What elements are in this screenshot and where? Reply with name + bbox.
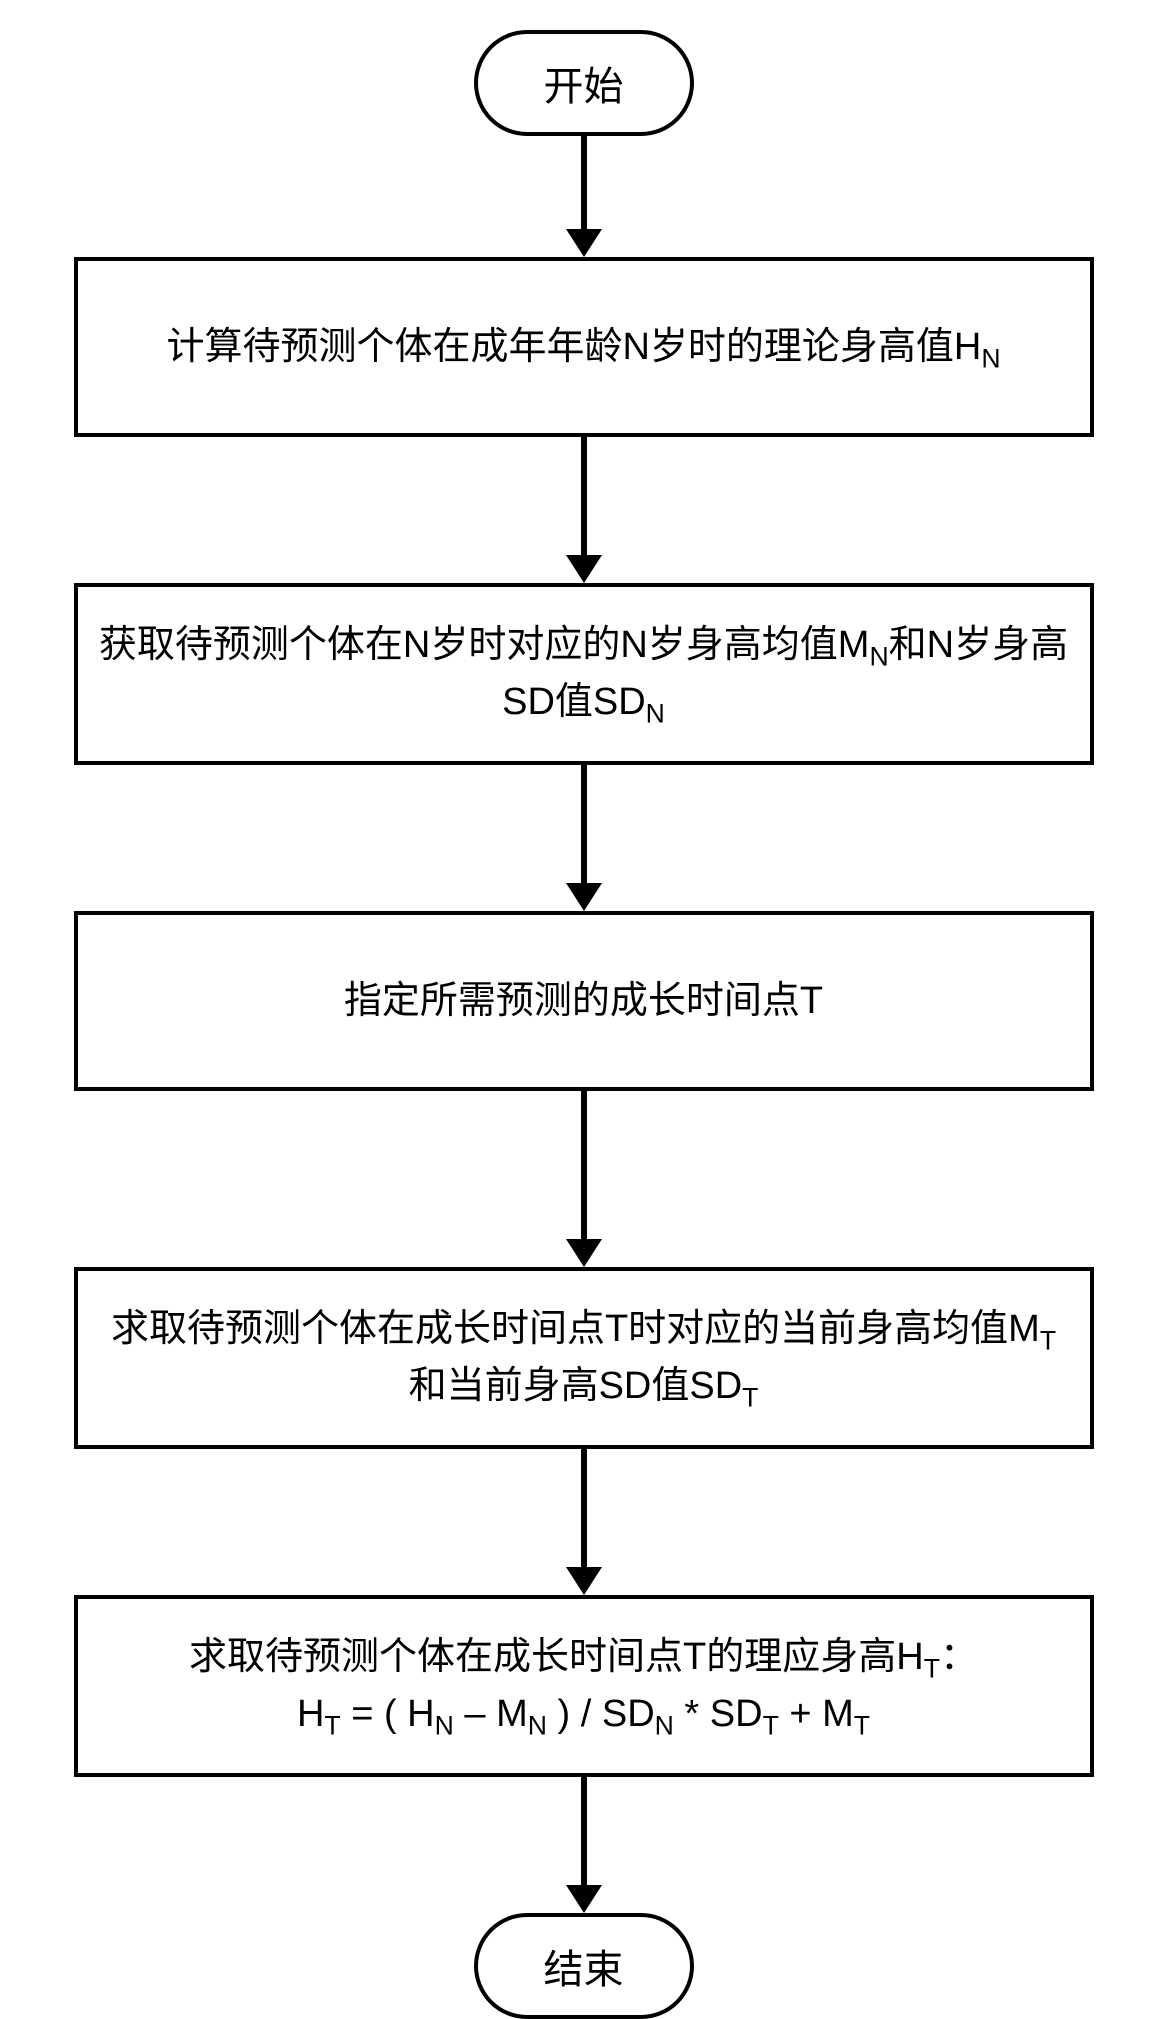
step5-line1: 求取待预测个体在成长时间点T的理应身高HT： [189,1629,978,1686]
process-step-2: 获取待预测个体在N岁时对应的N岁身高均值MN和N岁身高 SD值SDN [74,583,1094,765]
step1-line1: 计算待预测个体在成年年龄N岁时的理论身高值HN [166,319,1000,376]
arrow-2 [566,437,602,583]
step2-line2: SD值SDN [502,674,665,731]
step4-line2: 和当前身高SD值SDT [409,1358,759,1415]
arrow-5 [566,1449,602,1595]
end-node: 结束 [474,1913,694,2019]
process-step-4: 求取待预测个体在成长时间点T时对应的当前身高均值MT 和当前身高SD值SDT [74,1267,1094,1449]
arrow-head-icon [566,1239,602,1267]
arrow-head-icon [566,229,602,257]
arrow-stem [581,1091,587,1241]
process-step-1: 计算待预测个体在成年年龄N岁时的理论身高值HN [74,257,1094,437]
step2-line1: 获取待预测个体在N岁时对应的N岁身高均值MN和N岁身高 [99,617,1068,674]
process-step-3: 指定所需预测的成长时间点T [74,911,1094,1091]
step5-line2: HT = ( HN – MN ) / SDN * SDT + MT [297,1686,870,1743]
end-label: 结束 [544,1937,624,1995]
arrow-stem [581,1777,587,1887]
flowchart-container: 开始 计算待预测个体在成年年龄N岁时的理论身高值HN 获取待预测个体在N岁时对应… [74,30,1094,2019]
arrow-head-icon [566,555,602,583]
arrow-4 [566,1091,602,1267]
arrow-stem [581,1449,587,1569]
arrow-stem [581,765,587,885]
process-step-5: 求取待预测个体在成长时间点T的理应身高HT： HT = ( HN – MN ) … [74,1595,1094,1777]
step3-line1: 指定所需预测的成长时间点T [344,973,823,1030]
arrow-head-icon [566,883,602,911]
arrow-1 [566,136,602,257]
arrow-head-icon [566,1567,602,1595]
start-label: 开始 [544,54,624,112]
start-node: 开始 [474,30,694,136]
arrow-6 [566,1777,602,1913]
arrow-head-icon [566,1885,602,1913]
step4-line1: 求取待预测个体在成长时间点T时对应的当前身高均值MT [111,1301,1056,1358]
arrow-stem [581,437,587,557]
arrow-stem [581,136,587,231]
arrow-3 [566,765,602,911]
